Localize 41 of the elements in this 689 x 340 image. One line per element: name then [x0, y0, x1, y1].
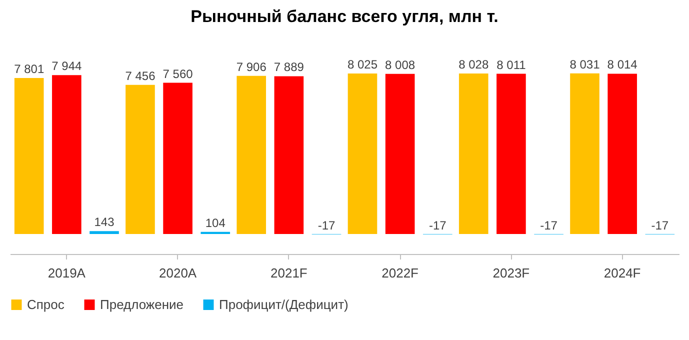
bar: [14, 78, 44, 234]
bar: [570, 73, 600, 234]
x-tick-label: 2024F: [604, 266, 641, 280]
legend-label: Предложение: [100, 296, 184, 312]
data-label: -17: [540, 218, 558, 232]
data-label: 7 560: [162, 66, 194, 81]
bar: [608, 74, 637, 234]
x-tick-label: 2021F: [270, 266, 308, 280]
legend-label: Спрос: [27, 296, 65, 312]
data-label: 7 889: [274, 60, 304, 74]
x-tick-label: 2019A: [48, 266, 86, 280]
bar: [90, 231, 119, 234]
data-label: 104: [205, 216, 226, 230]
bar: [385, 74, 415, 234]
bar: [52, 75, 82, 234]
bar: [458, 73, 488, 234]
data-label: 7 801: [14, 62, 44, 76]
data-label: 7 906: [236, 60, 267, 74]
data-label: 8 014: [607, 58, 638, 72]
legend-label: Профицит/(Дефицит): [219, 296, 348, 312]
chart-title: Рыночный баланс всего угля, млн т.: [190, 7, 498, 26]
data-label: 8 031: [570, 57, 600, 72]
bar: [496, 74, 526, 234]
data-label: -17: [428, 218, 447, 232]
data-label: 143: [94, 215, 115, 230]
data-label: 7 944: [52, 59, 82, 74]
x-tick-label: 2023F: [492, 266, 530, 280]
bar: [236, 76, 266, 234]
data-label: 8 028: [458, 57, 489, 72]
data-label: 8 025: [347, 58, 378, 72]
data-label: -17: [651, 218, 669, 232]
data-label: 7 456: [125, 68, 156, 83]
data-label: 8 008: [385, 58, 416, 72]
data-label: -17: [318, 218, 336, 232]
bar: [274, 76, 304, 234]
bar: [126, 84, 155, 234]
x-tick-label: 2020A: [159, 266, 197, 280]
x-tick-label: 2022F: [382, 266, 419, 280]
bar: [163, 82, 192, 234]
bar: [348, 74, 378, 234]
data-label: 8 011: [496, 58, 526, 72]
